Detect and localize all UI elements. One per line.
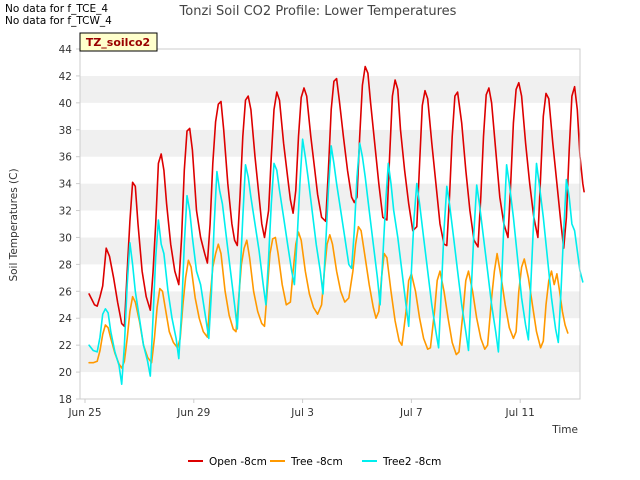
y-tick-label: 32: [59, 206, 72, 218]
legend: Open -8cm Tree -8cm Tree2 -8cm: [188, 456, 441, 468]
y-tick-label: 26: [59, 286, 73, 298]
y-tick-label: 38: [59, 125, 72, 137]
grid-band: [80, 75, 580, 103]
y-tick-label: 34: [59, 179, 73, 191]
y-tick-label: 28: [59, 259, 72, 271]
tag-label: TZ_soilco2: [86, 36, 150, 49]
y-tick-label: 40: [59, 98, 72, 110]
grid-band: [80, 345, 580, 373]
chart-title: Tonzi Soil CO2 Profile: Lower Temperatur…: [179, 4, 457, 19]
legend-label-1: Tree -8cm: [290, 456, 343, 468]
x-tick-label: Jul 11: [505, 407, 535, 419]
no-data-note-tce: No data for f_TCE_4: [5, 3, 109, 15]
x-tick-label: Jul 3: [290, 407, 314, 419]
tag-box: TZ_soilco2: [79, 32, 158, 52]
y-tick-label: 42: [59, 71, 72, 83]
legend-label-2: Tree2 -8cm: [382, 456, 441, 468]
x-tick-label: Jun 25: [67, 407, 101, 419]
y-tick-label: 22: [59, 340, 72, 352]
y-tick-label: 20: [59, 367, 72, 379]
series-layer: [88, 65, 585, 385]
x-axis-ticks: Jun 25 Jun 29 Jul 3 Jul 7 Jul 11: [67, 399, 535, 419]
y-tick-label: 44: [59, 44, 73, 56]
grid-band: [80, 372, 580, 399]
plot-frame: [79, 48, 581, 400]
grid-band: [80, 49, 580, 76]
y-tick-label: 18: [59, 394, 72, 406]
y-tick-label: 30: [59, 232, 72, 244]
y-axis-label: Soil Temperatures (C): [8, 168, 20, 281]
y-tick-label: 36: [59, 152, 73, 164]
legend-label-0: Open -8cm: [209, 456, 267, 468]
no-data-note-tcw: No data for f_TCW_4: [5, 15, 112, 27]
y-tick-label: 24: [59, 313, 73, 325]
series-line-2: [88, 138, 584, 385]
x-axis-label: Time: [551, 424, 578, 436]
grid-band: [80, 183, 580, 211]
x-tick-label: Jun 29: [176, 407, 210, 419]
y-axis-ticks: 18 20 22 24 26 28 30 32 34 36 38 40 42 44: [59, 44, 80, 406]
grid-band: [80, 264, 580, 292]
grid-band: [80, 210, 580, 238]
tag-box-background: [79, 32, 158, 52]
x-tick-label: Jul 7: [399, 407, 423, 419]
